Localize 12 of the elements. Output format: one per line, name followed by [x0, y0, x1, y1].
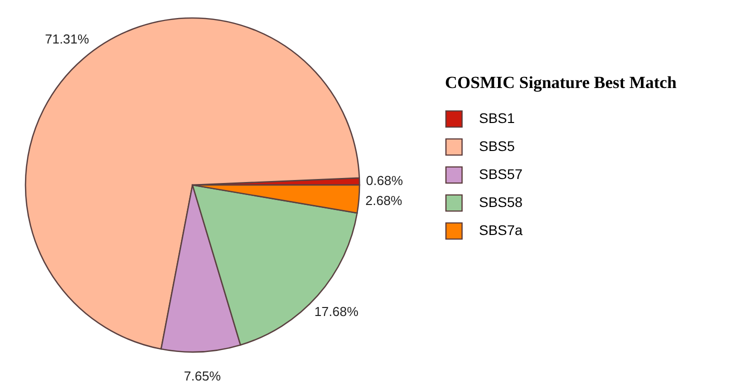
legend-label: SBS58 [479, 194, 523, 210]
data-label: 0.68% [366, 172, 404, 188]
legend-title: COSMIC Signature Best Match [445, 73, 678, 92]
pie-slice [24, 17, 360, 350]
legend-label: SBS5 [479, 138, 516, 154]
data-label: 17.68% [314, 304, 359, 320]
legend-label: SBS1 [479, 110, 516, 126]
data-label: 2.68% [365, 193, 403, 208]
data-label: 71.31% [44, 32, 90, 47]
legend-label: SBS57 [479, 166, 523, 182]
data-label: 7.65% [184, 368, 222, 384]
legend-label: SBS7a [479, 222, 523, 238]
